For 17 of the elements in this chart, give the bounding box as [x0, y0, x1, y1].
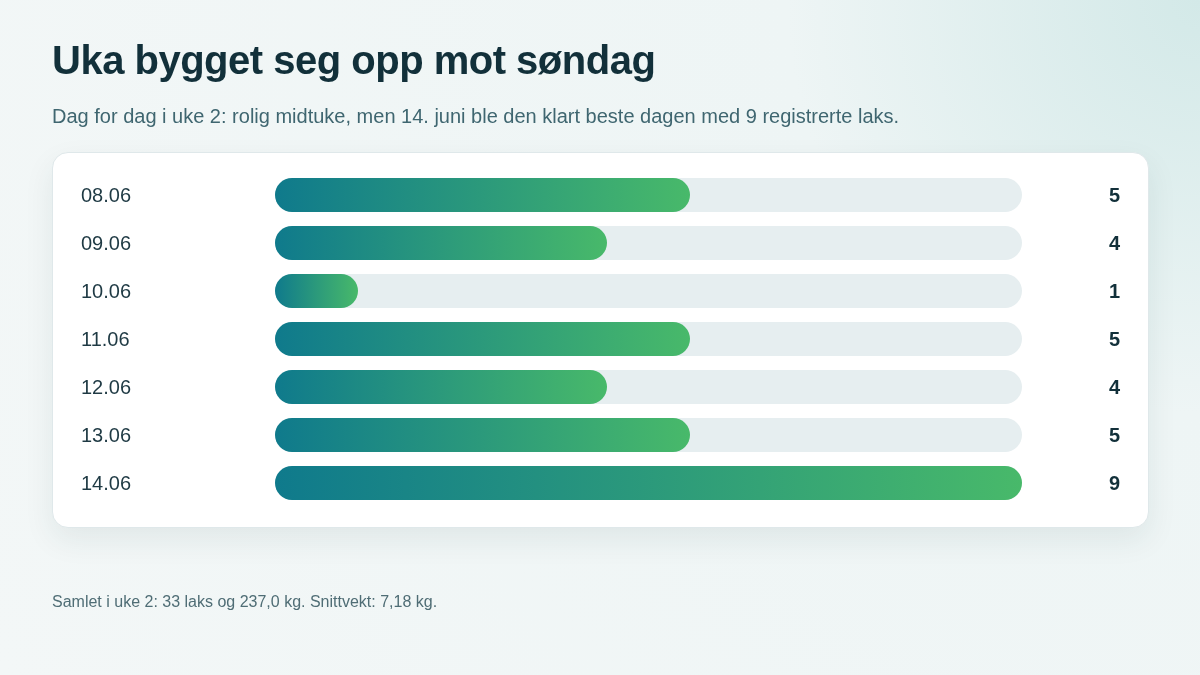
data-label: 4	[1108, 232, 1121, 254]
y-tick-label: 14.06	[81, 472, 132, 494]
data-label: 5	[1108, 424, 1120, 446]
chart-subtitle: Dag for dag i uke 2: rolig midtuke, men 14. juni ble den klart beste dagen med 9 registrerte laks.	[52, 105, 900, 128]
y-tick-label: 10.06	[81, 280, 132, 302]
y-tick-label: 13.06	[81, 424, 132, 446]
data-label: 1	[1108, 280, 1120, 302]
data-label: 5	[1108, 184, 1120, 206]
chart-title: Uka bygget seg opp mot søndag	[52, 38, 656, 83]
y-tick-label: 11.06	[81, 328, 130, 350]
y-tick-label: 12.06	[81, 376, 132, 398]
data-label: 4	[1108, 376, 1121, 398]
data-label: 9	[1108, 472, 1120, 494]
y-tick-label: 08.06	[81, 184, 132, 206]
data-label: 5	[1108, 328, 1120, 350]
y-tick-label: 09.06	[81, 232, 132, 254]
text: Samlet i uke 2: 33 laks og 237,0 kg. Snittvekt: 7,18 kg.	[52, 593, 438, 611]
